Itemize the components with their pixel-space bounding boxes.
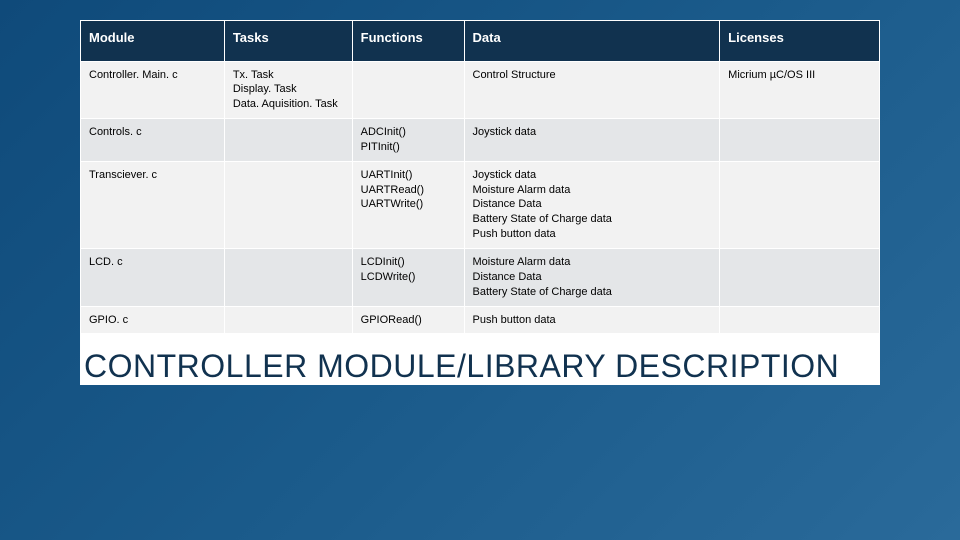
table-body: Controller. Main. cTx. TaskDisplay. Task… xyxy=(81,61,880,334)
table-row: Controller. Main. cTx. TaskDisplay. Task… xyxy=(81,61,880,119)
table-row: Controls. c ADCInit()PITInit() Joystick da… xyxy=(81,119,880,162)
cell-data-line: Moisture Alarm data xyxy=(473,255,712,270)
col-header-licenses: Licenses xyxy=(720,21,880,62)
cell-data: Moisture Alarm dataDistance DataBattery … xyxy=(464,248,720,306)
cell-functions-line: ADCInit() xyxy=(361,125,456,140)
cell-functions-line: LCDInit() xyxy=(361,255,456,270)
cell-data-line: Battery State of Charge data xyxy=(473,285,712,300)
cell-licenses xyxy=(720,306,880,334)
cell-data-line: Push button data xyxy=(473,227,712,242)
cell-licenses xyxy=(720,161,880,248)
col-header-data: Data xyxy=(464,21,720,62)
cell-module: Controller. Main. c xyxy=(81,61,225,119)
cell-data-line: Distance Data xyxy=(473,197,712,212)
cell-functions: GPIORead() xyxy=(352,306,464,334)
cell-data-line: Joystick data xyxy=(473,168,712,183)
cell-licenses xyxy=(720,119,880,162)
cell-functions-line: UARTRead() xyxy=(361,183,456,198)
cell-functions-line: LCDWrite() xyxy=(361,270,456,285)
cell-licenses xyxy=(720,248,880,306)
cell-data: Push button data xyxy=(464,306,720,334)
cell-functions-line: PITInit() xyxy=(361,140,456,155)
cell-data: Joystick dataMoisture Alarm dataDistance… xyxy=(464,161,720,248)
cell-module: Controls. c xyxy=(81,119,225,162)
cell-tasks: Tx. TaskDisplay. TaskData. Aquisition. T… xyxy=(224,61,352,119)
cell-functions-line: UARTInit() xyxy=(361,168,456,183)
cell-tasks xyxy=(224,248,352,306)
cell-data-line: Battery State of Charge data xyxy=(473,212,712,227)
module-table-wrap: Module Tasks Functions Data Licenses Con… xyxy=(80,20,880,334)
cell-tasks xyxy=(224,161,352,248)
table-header-row: Module Tasks Functions Data Licenses xyxy=(81,21,880,62)
col-header-module: Module xyxy=(81,21,225,62)
cell-functions-line: GPIORead() xyxy=(361,313,456,328)
cell-tasks-line: Tx. Task xyxy=(233,68,344,83)
cell-functions xyxy=(352,61,464,119)
slide-card: Module Tasks Functions Data Licenses Con… xyxy=(80,20,880,385)
cell-data-line: Moisture Alarm data xyxy=(473,183,712,198)
cell-data-line: Control Structure xyxy=(473,68,712,83)
cell-module: LCD. c xyxy=(81,248,225,306)
cell-functions: UARTInit()UARTRead()UARTWrite() xyxy=(352,161,464,248)
page-title: CONTROLLER MODULE/LIBRARY DESCRIPTION xyxy=(80,334,880,385)
cell-functions: LCDInit()LCDWrite() xyxy=(352,248,464,306)
cell-tasks xyxy=(224,119,352,162)
table-row: GPIO. c GPIORead() Push button data xyxy=(81,306,880,334)
cell-module: Transciever. c xyxy=(81,161,225,248)
cell-data: Joystick data xyxy=(464,119,720,162)
module-table: Module Tasks Functions Data Licenses Con… xyxy=(80,20,880,334)
cell-functions-line: UARTWrite() xyxy=(361,197,456,212)
cell-data: Control Structure xyxy=(464,61,720,119)
cell-tasks xyxy=(224,306,352,334)
col-header-tasks: Tasks xyxy=(224,21,352,62)
table-row: Transciever. c UARTInit()UARTRead()UARTWr… xyxy=(81,161,880,248)
table-row: LCD. cLCDInit()LCDWrite()Moisture Alarm … xyxy=(81,248,880,306)
col-header-functions: Functions xyxy=(352,21,464,62)
cell-data-line: Distance Data xyxy=(473,270,712,285)
cell-licenses: Micrium µC/OS III xyxy=(720,61,880,119)
cell-module: GPIO. c xyxy=(81,306,225,334)
cell-tasks-line: Display. Task xyxy=(233,82,344,97)
cell-data-line: Joystick data xyxy=(473,125,712,140)
cell-tasks-line: Data. Aquisition. Task xyxy=(233,97,344,112)
cell-data-line: Push button data xyxy=(473,313,712,328)
cell-functions: ADCInit()PITInit() xyxy=(352,119,464,162)
